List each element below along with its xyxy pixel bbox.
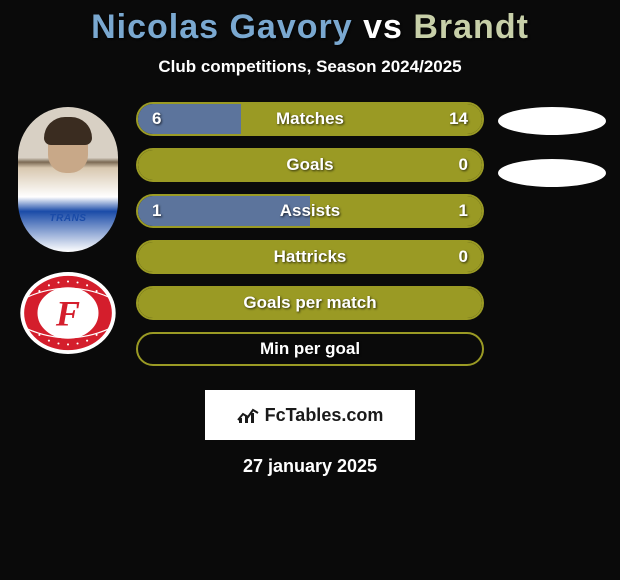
stat-value-right: 14 — [449, 109, 468, 129]
stat-value-right: 0 — [459, 155, 468, 175]
subtitle: Club competitions, Season 2024/2025 — [0, 57, 620, 77]
svg-text:F: F — [55, 293, 80, 333]
title-player2: Brandt — [413, 8, 529, 46]
stat-label: Goals per match — [243, 293, 376, 313]
player-photo: TRANS — [18, 107, 118, 252]
placeholder-blob — [498, 107, 606, 135]
right-column — [492, 102, 612, 211]
stat-label: Goals — [286, 155, 333, 175]
stat-bar-goals-per-match: Goals per match — [136, 286, 484, 320]
main-area: TRANS F 6 14 Matches 0 Goals 1 1 — [0, 102, 620, 378]
club-logo-icon: F — [20, 272, 116, 354]
stat-bar-min-per-goal: Min per goal — [136, 332, 484, 366]
stat-label: Hattricks — [274, 247, 347, 267]
brand-text: FcTables.com — [265, 405, 384, 426]
stat-value-right: 0 — [459, 247, 468, 267]
stats-column: 6 14 Matches 0 Goals 1 1 Assists 0 Hattricks Goals… — [128, 102, 492, 378]
stat-value-left: 6 — [152, 109, 161, 129]
stat-label: Assists — [280, 201, 340, 221]
chart-icon — [237, 406, 259, 424]
stat-label: Min per goal — [260, 339, 360, 359]
brand-badge: FcTables.com — [205, 390, 415, 440]
comparison-card: Nicolas Gavory vs Brandt Club competitio… — [0, 0, 620, 580]
title-vs: vs — [353, 8, 414, 46]
jersey-text: TRANS — [18, 213, 118, 224]
placeholder-blob — [498, 159, 606, 187]
stat-label: Matches — [276, 109, 344, 129]
stat-value-right: 1 — [459, 201, 468, 221]
stat-bar-assists: 1 1 Assists — [136, 194, 484, 228]
title-player1: Nicolas Gavory — [91, 8, 353, 46]
stat-bar-hattricks: 0 Hattricks — [136, 240, 484, 274]
stat-bar-goals: 0 Goals — [136, 148, 484, 182]
left-column: TRANS F — [8, 102, 128, 354]
stat-value-left: 1 — [152, 201, 161, 221]
date-text: 27 january 2025 — [0, 456, 620, 477]
page-title: Nicolas Gavory vs Brandt — [0, 8, 620, 47]
stat-bar-matches: 6 14 Matches — [136, 102, 484, 136]
